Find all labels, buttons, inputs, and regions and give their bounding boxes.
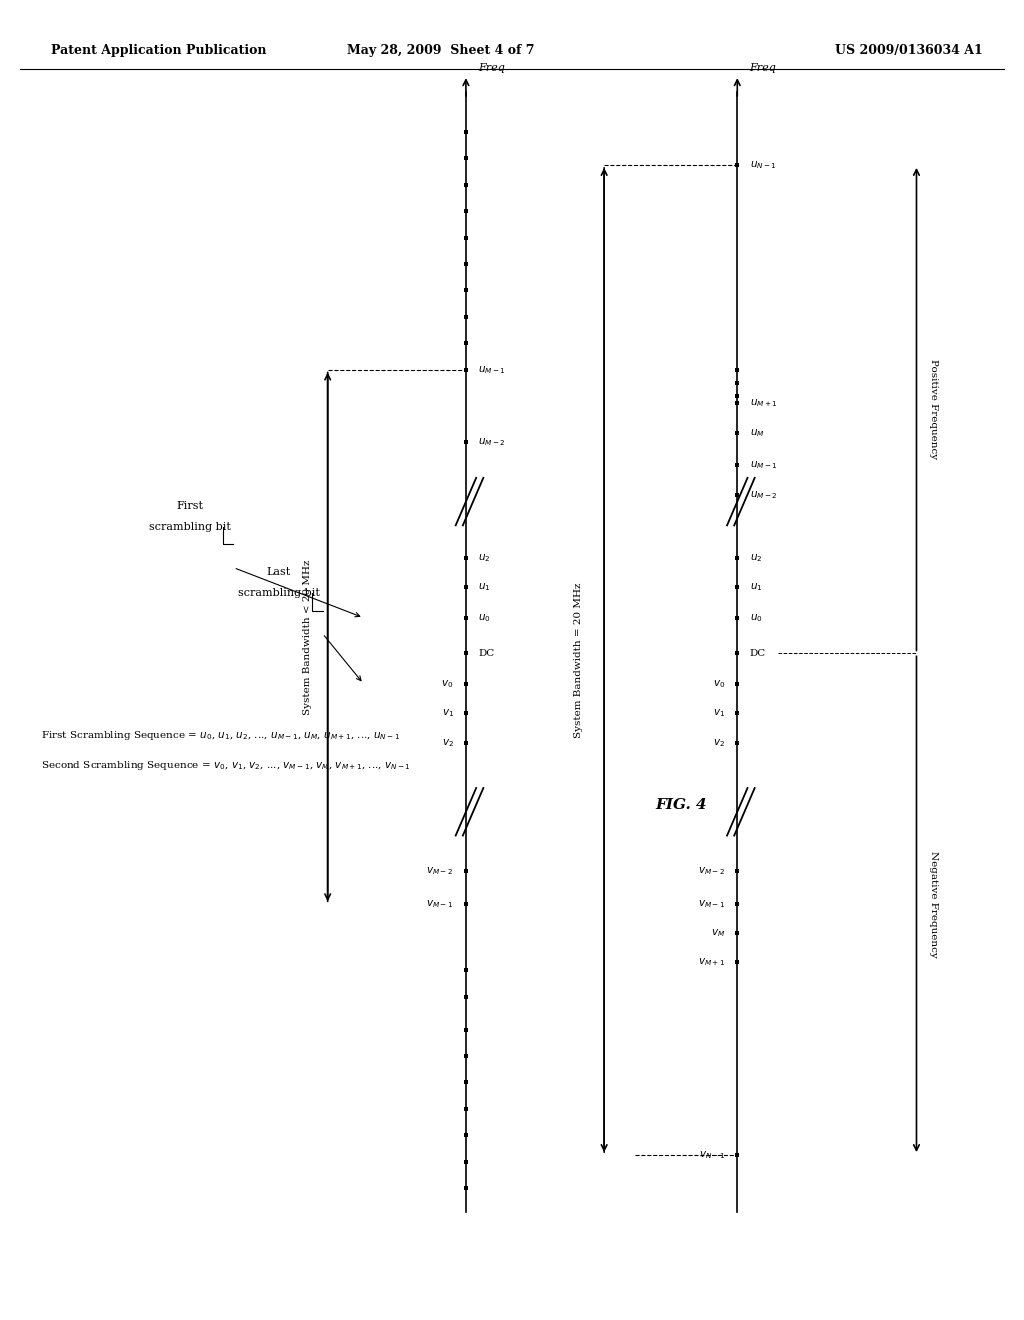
Text: Second Scrambling Sequence = $v_0$, $v_1$, $v_2$, ..., $v_{M-1}$, $v_M$, $v_{M+1: Second Scrambling Sequence = $v_0$, $v_1… (41, 759, 411, 772)
Text: scrambling bit: scrambling bit (148, 521, 230, 532)
Text: Positive Frequency: Positive Frequency (929, 359, 938, 459)
Text: $u_{M-2}$: $u_{M-2}$ (478, 437, 506, 447)
Text: $v_1$: $v_1$ (441, 708, 454, 718)
Text: DC: DC (478, 649, 495, 657)
Text: $u_1$: $u_1$ (750, 582, 762, 593)
Text: $v_{M-1}$: $v_{M-1}$ (697, 899, 725, 909)
Text: Patent Application Publication: Patent Application Publication (51, 44, 266, 57)
Text: May 28, 2009  Sheet 4 of 7: May 28, 2009 Sheet 4 of 7 (346, 44, 535, 57)
Text: Last: Last (266, 566, 291, 577)
Text: $v_{M-2}$: $v_{M-2}$ (697, 866, 725, 876)
Text: $u_{M+1}$: $u_{M+1}$ (750, 397, 777, 408)
Text: $v_0$: $v_0$ (441, 678, 454, 689)
Text: $v_2$: $v_2$ (441, 738, 454, 748)
Text: $v_M$: $v_M$ (711, 928, 725, 939)
Text: $u_{M-2}$: $u_{M-2}$ (750, 490, 777, 500)
Text: Negative Frequency: Negative Frequency (929, 851, 938, 957)
Text: scrambling bit: scrambling bit (238, 587, 319, 598)
Text: $v_{M-1}$: $v_{M-1}$ (426, 899, 454, 909)
Text: $u_0$: $u_0$ (478, 612, 490, 623)
Text: System Bandwidth = 20 MHz: System Bandwidth = 20 MHz (574, 582, 583, 738)
Text: $v_{N-1}$: $v_{N-1}$ (698, 1150, 725, 1160)
Text: Freq: Freq (478, 62, 505, 73)
Text: $u_2$: $u_2$ (750, 553, 762, 564)
Text: US 2009/0136034 A1: US 2009/0136034 A1 (836, 44, 983, 57)
Text: $v_0$: $v_0$ (713, 678, 725, 689)
Text: System Bandwidth < 20 MHz: System Bandwidth < 20 MHz (303, 560, 311, 715)
Text: $u_{M-1}$: $u_{M-1}$ (750, 459, 777, 470)
Text: DC: DC (750, 649, 766, 657)
Text: $u_2$: $u_2$ (478, 553, 490, 564)
Text: Freq: Freq (750, 62, 776, 73)
Text: $u_M$: $u_M$ (750, 428, 764, 438)
Text: $v_{M+1}$: $v_{M+1}$ (697, 957, 725, 968)
Text: FIG. 4: FIG. 4 (655, 799, 707, 812)
Text: First Scrambling Sequence = $u_0$, $u_1$, $u_2$, ..., $u_{M-1}$, $u_M$, $u_{M+1}: First Scrambling Sequence = $u_0$, $u_1$… (41, 729, 400, 742)
Text: $v_2$: $v_2$ (713, 738, 725, 748)
Text: $u_{M-1}$: $u_{M-1}$ (478, 364, 506, 375)
Text: $u_1$: $u_1$ (478, 582, 490, 593)
Text: $u_{N-1}$: $u_{N-1}$ (750, 160, 776, 170)
Text: $v_1$: $v_1$ (713, 708, 725, 718)
Text: $u_0$: $u_0$ (750, 612, 762, 623)
Text: First: First (176, 500, 203, 511)
Text: $v_{M-2}$: $v_{M-2}$ (426, 866, 454, 876)
